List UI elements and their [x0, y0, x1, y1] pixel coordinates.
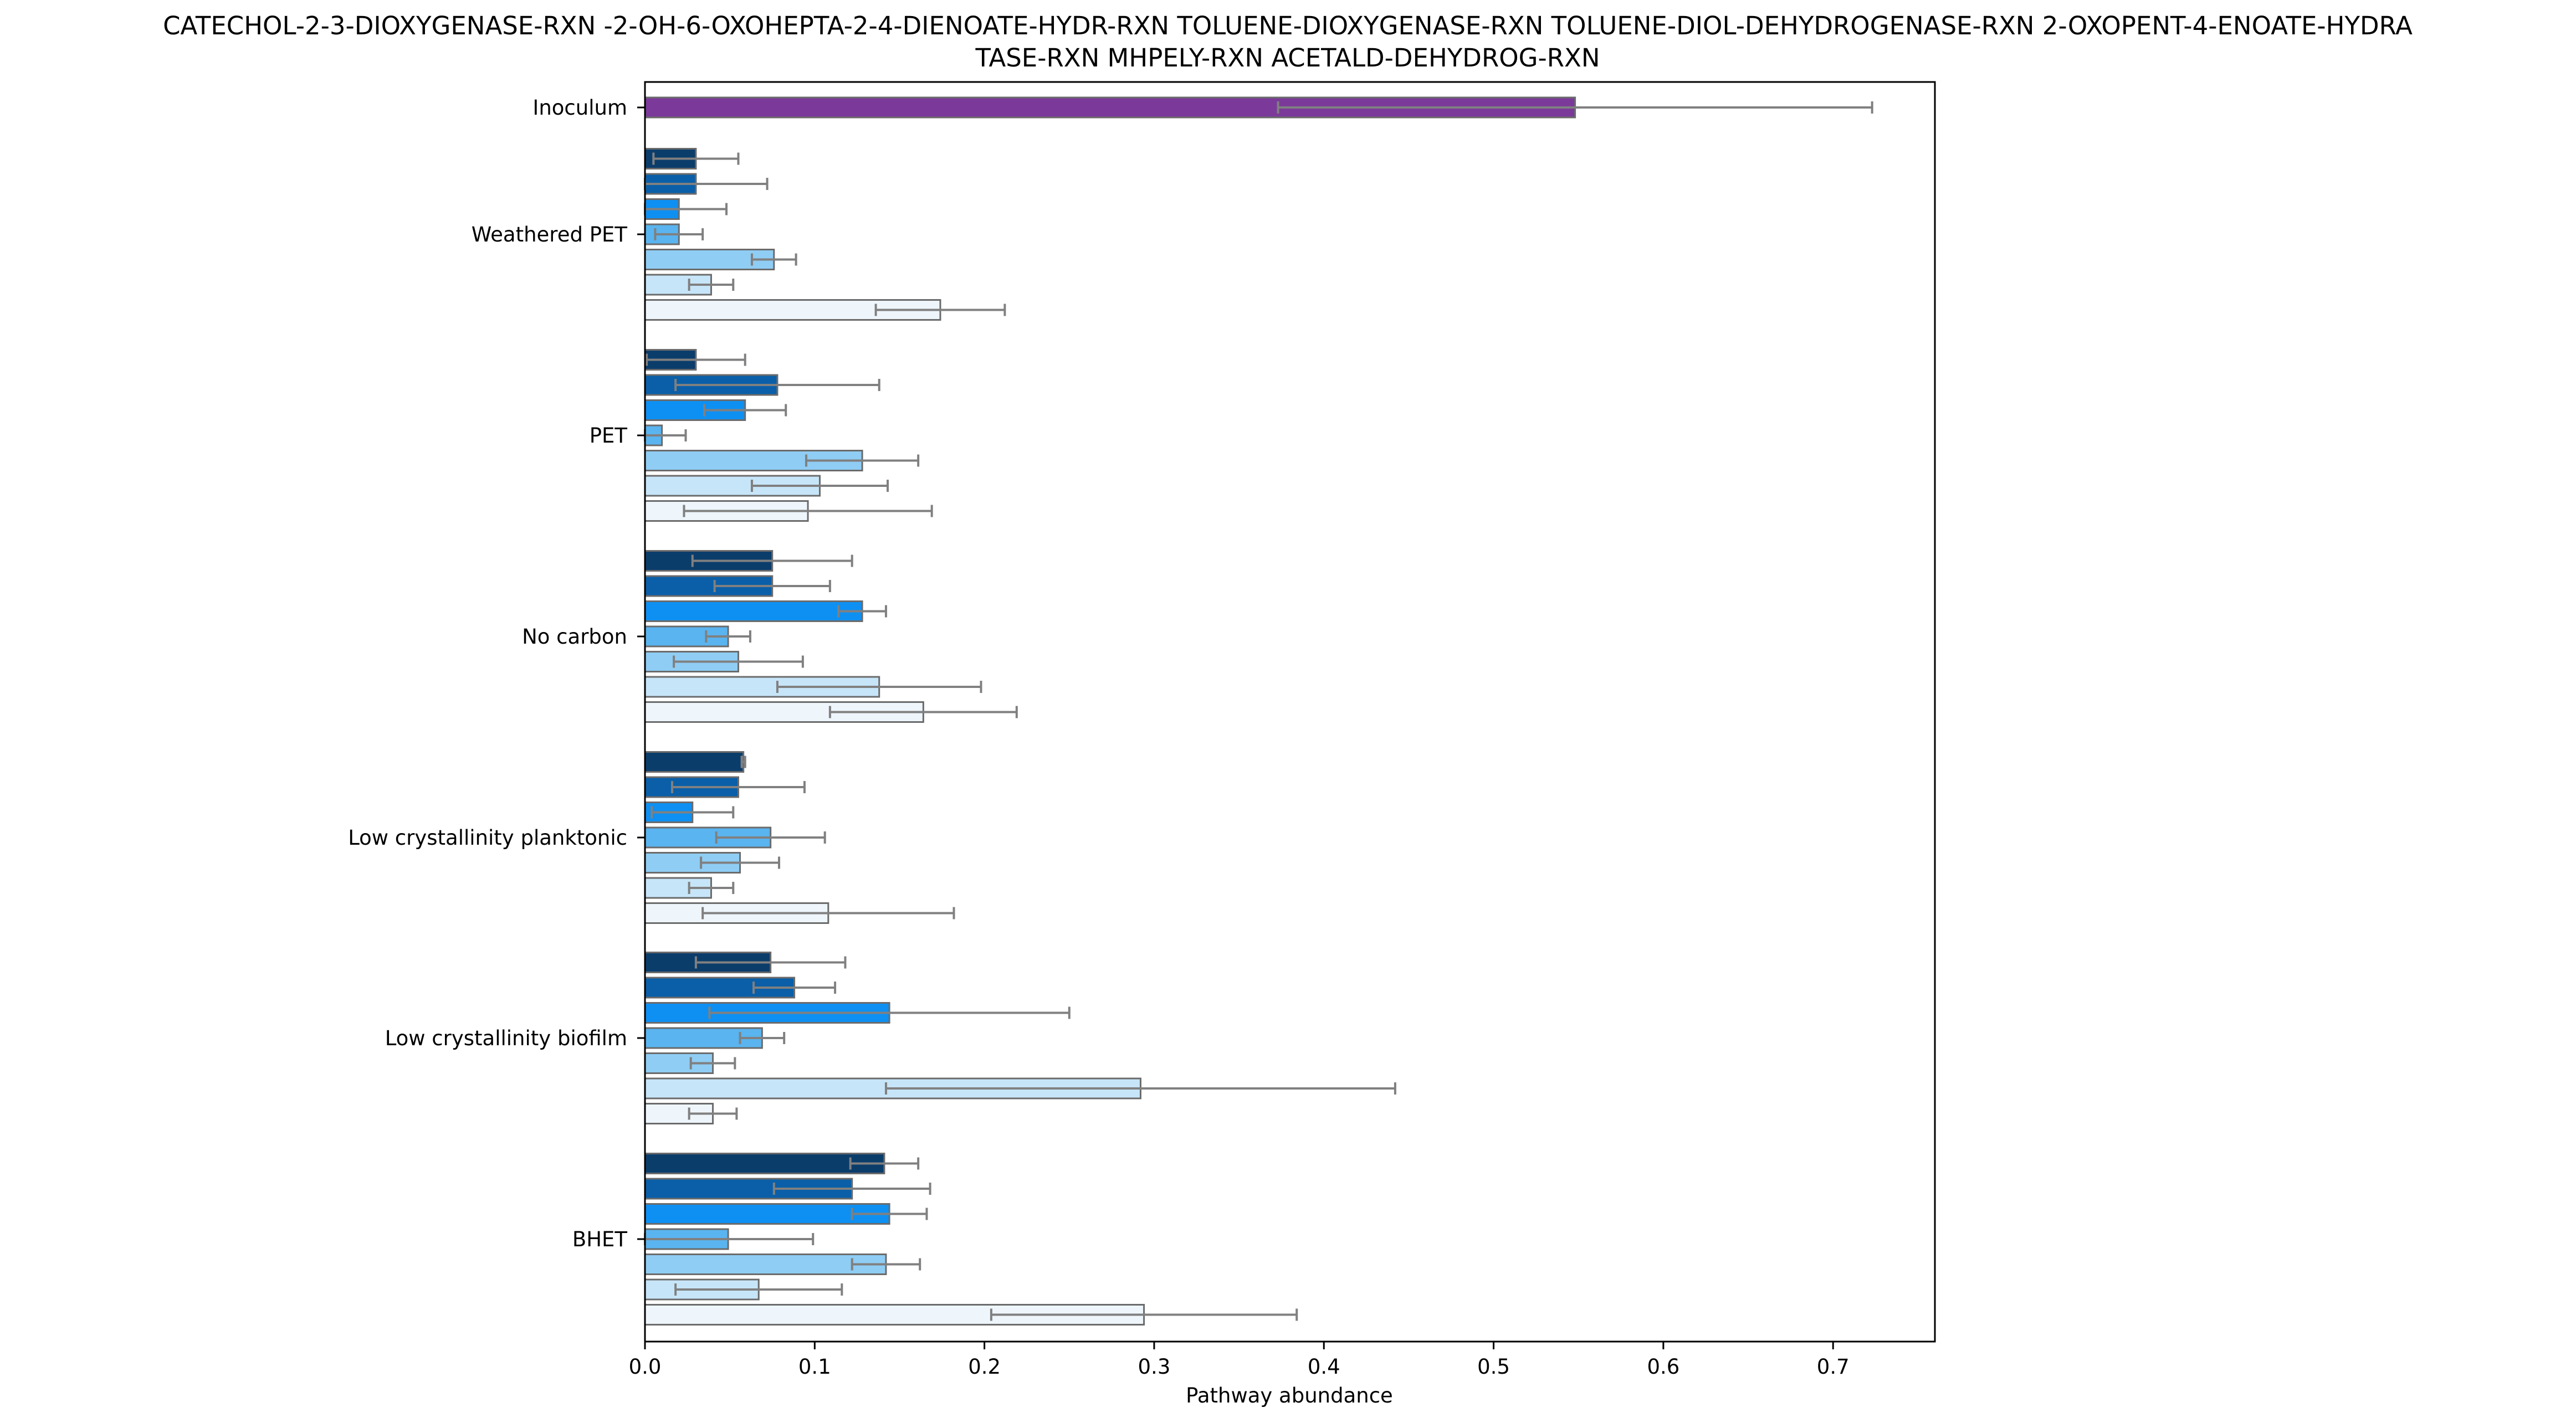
- x-tick-label: 0.0: [629, 1355, 662, 1379]
- y-tick-label: Weathered PET: [472, 223, 628, 246]
- error-bar-5-0: [694, 956, 847, 969]
- error-bar-5-3: [739, 1032, 786, 1044]
- y-tick-label: Low crystallinity biofilm: [385, 1026, 627, 1050]
- error-bar-6-1: [772, 1183, 931, 1195]
- error-bar-4-2: [651, 806, 735, 819]
- error-bar-4-5: [688, 882, 735, 894]
- error-bar-1-6: [874, 304, 1006, 316]
- y-tick-label: No carbon: [522, 625, 627, 649]
- x-tick-label: 0.3: [1138, 1355, 1171, 1379]
- error-bar-3-1: [713, 580, 831, 592]
- error-bar-1-3: [654, 228, 704, 240]
- error-bar-2-4: [805, 454, 920, 467]
- error-bar-4-3: [715, 831, 826, 844]
- error-bars-layer: [644, 101, 1873, 1321]
- bar-4-0: [644, 751, 745, 773]
- error-bar-4-0: [740, 756, 746, 768]
- error-bar-4-1: [671, 781, 806, 793]
- y-tick-label: BHET: [572, 1227, 628, 1251]
- x-tick-label: 0.2: [968, 1355, 1001, 1379]
- error-bar-3-2: [837, 605, 887, 618]
- error-bar-2-6: [683, 505, 933, 517]
- x-tick-label: 0.7: [1817, 1355, 1850, 1379]
- x-axis-label: Pathway abundance: [1186, 1384, 1393, 1407]
- error-bar-1-0: [652, 152, 740, 165]
- error-bar-4-4: [700, 856, 780, 869]
- error-bar-2-0: [646, 353, 746, 366]
- x-tick-label: 0.5: [1477, 1355, 1510, 1379]
- x-axis: 0.0 0.1 0.2 0.3 0.4 0.5 0.6 0.7: [629, 1342, 1850, 1379]
- error-bar-1-4: [750, 253, 797, 266]
- error-bar-4-6: [701, 907, 955, 919]
- bar-6-0: [644, 1153, 885, 1174]
- error-bar-5-5: [884, 1082, 1396, 1095]
- y-tick-label: Low crystallinity planktonic: [348, 826, 627, 850]
- error-bar-2-5: [750, 480, 889, 492]
- error-bar-2-2: [703, 404, 787, 417]
- x-tick-label: 0.4: [1308, 1355, 1340, 1379]
- error-bar-5-6: [688, 1107, 738, 1120]
- error-bar-1-5: [688, 279, 735, 291]
- error-bar-6-2: [851, 1208, 928, 1220]
- error-bar-3-4: [673, 655, 804, 668]
- bar-6-4: [644, 1254, 887, 1275]
- error-bar-5-1: [752, 982, 837, 994]
- chart-title-line-2: TASE-RXN MHPELY-RXN ACETALD-DEHYDROG-RXN: [975, 43, 1600, 73]
- error-bar-6-0: [849, 1157, 920, 1170]
- error-bar-2-1: [674, 379, 880, 391]
- x-tick-label: 0.6: [1647, 1355, 1679, 1379]
- y-tick-label: PET: [590, 424, 628, 448]
- error-bar-0-0: [1277, 101, 1873, 114]
- error-bar-3-3: [705, 630, 751, 643]
- x-tick-label: 0.1: [798, 1355, 831, 1379]
- bar-3-2: [644, 600, 863, 622]
- error-bar-3-6: [828, 706, 1018, 718]
- error-bar-3-5: [776, 681, 982, 693]
- chart-title-line-1: CATECHOL-2-3-DIOXYGENASE-RXN -2-OH-6-OXO…: [163, 11, 2413, 40]
- error-bar-6-5: [674, 1283, 843, 1296]
- error-bar-6-4: [851, 1258, 921, 1271]
- error-bar-5-4: [689, 1057, 736, 1070]
- error-bar-3-0: [691, 554, 853, 567]
- y-axis: Inoculum Weathered PET PET No carbon Low cry…: [348, 96, 645, 1251]
- error-bar-5-2: [708, 1006, 1071, 1019]
- plot-area-frame: [644, 81, 1936, 1343]
- y-tick-label: Inoculum: [532, 96, 627, 120]
- error-bar-6-6: [990, 1308, 1298, 1321]
